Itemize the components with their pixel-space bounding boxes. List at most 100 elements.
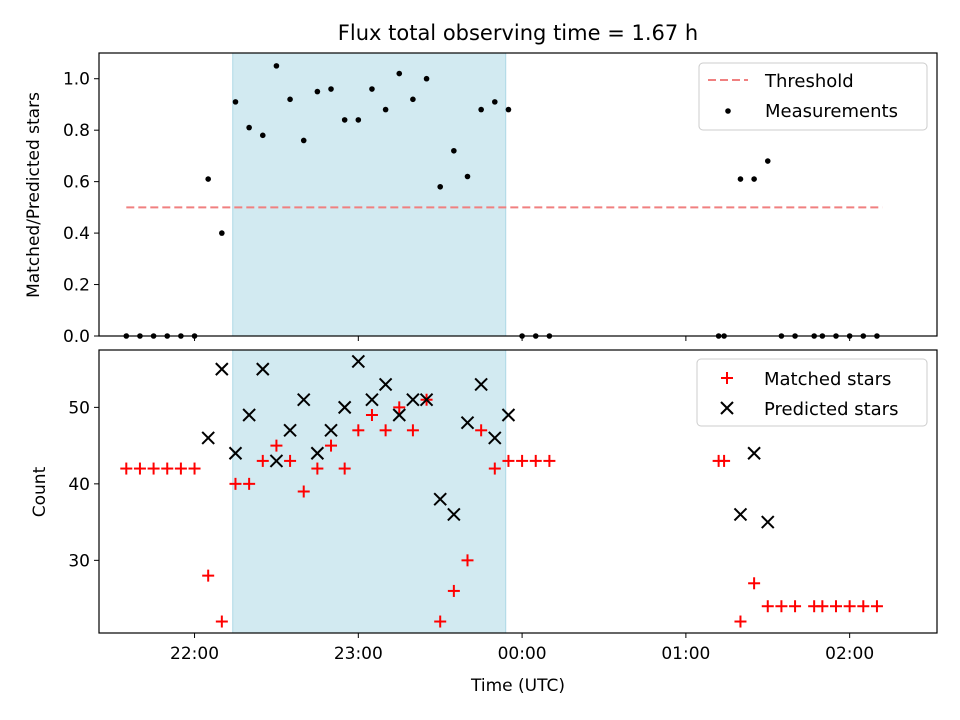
matched-stars-point-2135 (120, 462, 133, 475)
measurement-point-2220 (246, 124, 252, 131)
predicted-stars-point-0125 (747, 446, 761, 460)
predicted-stars-point-2320 (406, 393, 420, 407)
matched-stars-point-2240 (297, 485, 310, 498)
predicted-stars-point-2245 (310, 446, 325, 460)
predicted-stars-point-2345 (474, 377, 488, 392)
measurement-point-2300 (355, 117, 362, 123)
predicted-stars-point-2330 (433, 492, 447, 506)
matched-stars-point-2230 (270, 439, 283, 452)
matched-stars-point-0135 (775, 600, 788, 613)
matched-stars-point-2155 (174, 462, 187, 475)
measurement-point-2315 (396, 70, 403, 77)
predicted-stars-point-2225 (256, 362, 270, 376)
bottom-y-axis-label: Count (30, 466, 50, 517)
matched-stars-point-0114 (718, 454, 731, 467)
measurement-point-2305 (369, 86, 375, 92)
bot-ytick-label: 40 (68, 475, 90, 495)
measurement-point-2250 (328, 86, 334, 92)
matched-stars-point-0010 (543, 454, 556, 467)
matched-stars-point-0155 (830, 600, 843, 613)
matched-stars-point-0000 (516, 454, 529, 467)
matched-stars-point-0125 (748, 577, 761, 590)
matched-stars-point-2245 (311, 462, 324, 475)
matched-stars-point-2355 (502, 454, 515, 467)
matched-stars-point-2205 (202, 569, 215, 582)
measurement-point-2245 (314, 88, 321, 95)
measurement-point-2255 (341, 117, 348, 123)
matched-stars-point-2225 (256, 454, 269, 467)
predicted-stars-point-2300 (351, 354, 366, 369)
measurement-point-2205 (205, 176, 211, 182)
matched-stars-point-0205 (857, 600, 870, 613)
matched-stars-point-2330 (434, 615, 447, 628)
bottom-shaded-span (232, 350, 507, 633)
top-axes-frame (98, 52, 938, 337)
chart-title: Flux total observing time = 1.67 h (338, 21, 698, 45)
measurement-point-2235 (287, 96, 293, 103)
top-ytick-label: 0.8 (63, 121, 90, 141)
top-marks (123, 63, 880, 339)
predicted-stars-point-2325 (419, 393, 434, 407)
xtick-label-2300: 23:00 (334, 644, 383, 664)
legend-measurements-swatch (725, 108, 731, 114)
predicted-stars-point-2340 (460, 415, 475, 430)
predicted-stars-point-2305 (365, 393, 379, 407)
top-panel: 0.0 0.2 0.4 0.6 0.8 1.0 Matched/Predicted sta… (24, 52, 938, 347)
predicted-stars-point-2240 (297, 393, 311, 407)
measurement-point-2340 (464, 173, 471, 180)
matched-stars-point-2150 (161, 462, 174, 475)
bot-span-rect (232, 350, 506, 633)
matched-stars-point-0200 (843, 600, 856, 613)
predicted-stars-point-2220 (242, 408, 256, 422)
matched-stars-point-0150 (816, 600, 829, 613)
xtick-label-0000: 00:00 (498, 644, 547, 664)
matched-stars-point-0140 (789, 600, 802, 613)
legend-predicted-swatch (720, 401, 734, 415)
matched-stars-point-2220 (243, 477, 256, 490)
matched-stars-point-2210 (215, 615, 228, 628)
bot-ytick-label: 30 (68, 551, 90, 571)
bottom-axes-frame (98, 349, 938, 634)
matched-stars-point-2350 (488, 462, 501, 475)
matched-stars-point-2305 (365, 409, 378, 422)
top-span-rect (232, 53, 506, 336)
predicted-stars-point-2210 (215, 362, 229, 376)
predicted-stars-point-2310 (378, 377, 393, 392)
measurement-point-0120 (737, 176, 744, 182)
predicted-stars-point-2350 (488, 431, 502, 445)
bottom-legend-box (696, 358, 928, 427)
predicted-stars-point-2315 (392, 408, 406, 422)
matched-stars-point-0120 (734, 615, 747, 628)
measurement-point-2350 (491, 99, 498, 105)
legend-predicted-label: Predicted stars (764, 399, 898, 420)
matched-stars-point-2200 (188, 462, 201, 475)
bottom-legend: Matched stars Predicted stars (696, 358, 928, 427)
x-axis-label: Time (UTC) (470, 676, 565, 696)
matched-stars-point-2145 (147, 462, 160, 475)
xtick-label-2200: 22:00 (170, 644, 219, 664)
matched-stars-point-2140 (133, 462, 146, 475)
measurement-point-0130 (764, 158, 771, 164)
top-ytick-label: 0.0 (63, 327, 90, 347)
top-x-ticks (194, 336, 851, 341)
matched-stars-point-0005 (529, 454, 542, 467)
matched-stars-point-2340 (461, 554, 474, 567)
measurement-point-2345 (478, 106, 484, 113)
top-y-axis-label: Matched/Predicted stars (24, 92, 44, 298)
predicted-stars-point-2250 (324, 423, 338, 438)
predicted-stars-point-0120 (733, 507, 748, 522)
top-y-ticks: 0.0 0.2 0.4 0.6 0.8 1.0 (63, 70, 99, 347)
measurement-point-2320 (410, 96, 416, 103)
predicted-stars-point-0130 (761, 515, 775, 529)
measurement-point-2330 (437, 183, 444, 190)
top-shaded-span (232, 53, 507, 336)
matched-stars-point-2320 (406, 424, 419, 437)
top-legend-box (698, 62, 928, 131)
bottom-panel: 30 40 50 22:00 23:00 00:00 01:00 02:00 Count T… (30, 349, 938, 696)
matched-stars-point-0210 (870, 600, 883, 613)
matched-stars-point-0130 (761, 600, 774, 613)
matched-stars-point-2255 (338, 462, 351, 475)
top-ytick-label: 0.6 (63, 173, 90, 193)
measurement-point-2230 (273, 63, 280, 69)
